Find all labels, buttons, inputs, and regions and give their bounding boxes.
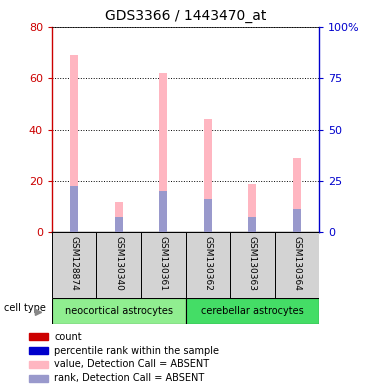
Bar [96, 232, 141, 298]
Text: GSM130340: GSM130340 [114, 236, 123, 291]
Bar [248, 184, 256, 232]
Text: cell type: cell type [4, 303, 46, 313]
Text: cerebellar astrocytes: cerebellar astrocytes [201, 306, 303, 316]
Text: GSM130364: GSM130364 [292, 236, 301, 291]
Bar [186, 298, 319, 324]
Text: percentile rank within the sample: percentile rank within the sample [55, 346, 219, 356]
Bar [29, 361, 47, 368]
Bar [115, 202, 123, 232]
Bar [70, 55, 78, 232]
Bar [29, 375, 47, 382]
Bar [141, 232, 186, 298]
Bar [275, 232, 319, 298]
Bar [204, 199, 212, 232]
Bar [159, 191, 167, 232]
Text: count: count [55, 332, 82, 342]
Text: neocortical astrocytes: neocortical astrocytes [65, 306, 173, 316]
Bar [52, 232, 96, 298]
Text: rank, Detection Call = ABSENT: rank, Detection Call = ABSENT [55, 373, 205, 383]
Text: GSM128874: GSM128874 [70, 236, 79, 291]
Bar [70, 186, 78, 232]
Text: GSM130363: GSM130363 [248, 236, 257, 291]
Bar [115, 217, 123, 232]
Bar [230, 232, 275, 298]
Title: GDS3366 / 1443470_at: GDS3366 / 1443470_at [105, 9, 266, 23]
Bar [248, 217, 256, 232]
Text: value, Detection Call = ABSENT: value, Detection Call = ABSENT [55, 359, 210, 369]
Bar [186, 232, 230, 298]
Bar [204, 119, 212, 232]
Bar [52, 298, 186, 324]
Text: GSM130362: GSM130362 [203, 236, 212, 291]
Bar [29, 333, 47, 340]
Bar [159, 73, 167, 232]
Bar [29, 347, 47, 354]
Bar [293, 209, 301, 232]
Bar [293, 158, 301, 232]
Text: GSM130361: GSM130361 [159, 236, 168, 291]
